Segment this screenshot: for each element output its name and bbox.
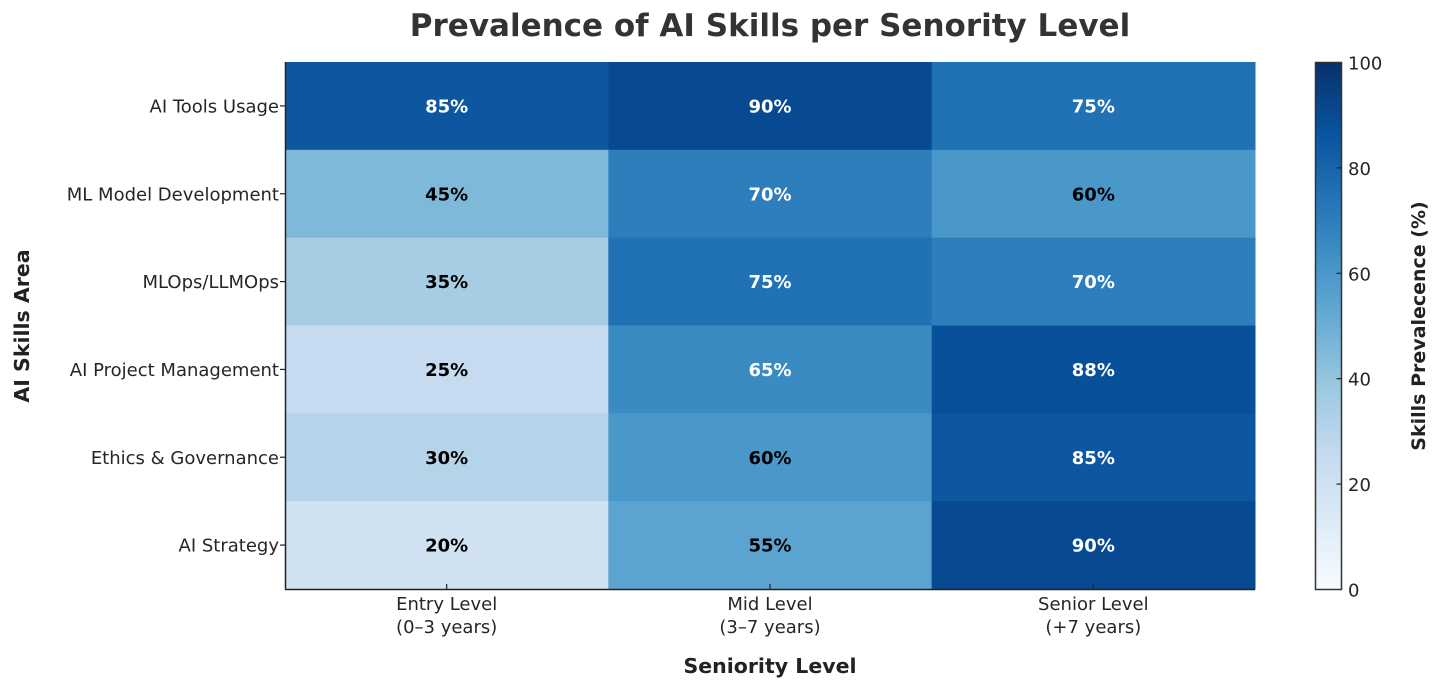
y-tick-label: MLOps/LLMOps	[142, 272, 279, 293]
cell-value-label: 85%	[425, 96, 468, 117]
colorbar: 0 20 40 60 80 100 Skills Prevalecence (%)	[1314, 54, 1430, 602]
y-tick-label: AI Tools Usage	[150, 96, 280, 117]
heatmap-cell	[285, 325, 609, 414]
cell-value-label: 20%	[425, 536, 468, 557]
cell-value-label: 60%	[1072, 184, 1115, 205]
y-axis-label: AI Skills Area	[10, 249, 34, 402]
heatmap-cell	[931, 149, 1256, 239]
colorbar-tick-label: 20	[1348, 475, 1371, 496]
heatmap-cells	[285, 62, 1256, 590]
cell-value-label: 65%	[748, 360, 791, 381]
y-tick-label: Ethics & Governance	[91, 448, 279, 469]
heatmap-cell	[608, 237, 933, 326]
cell-value-label: 30%	[425, 448, 468, 469]
cell-value-label: 70%	[748, 184, 791, 205]
heatmap-cell	[931, 237, 1256, 326]
cell-value-label: 55%	[748, 536, 791, 557]
y-tick-label: AI Project Management	[70, 360, 279, 381]
heatmap-cell	[608, 325, 933, 414]
heatmap-cell	[608, 413, 933, 502]
cell-value-label: 75%	[748, 272, 791, 293]
colorbar-label: Skills Prevalecence (%)	[1408, 201, 1430, 450]
heatmap-cell	[285, 501, 609, 590]
x-tick-sublabel: (3–7 years)	[719, 617, 820, 638]
colorbar-tick-label: 40	[1348, 370, 1371, 391]
axes-frame	[284, 62, 1255, 591]
cell-value-label: 60%	[748, 448, 791, 469]
heatmap-cell	[285, 62, 609, 151]
cell-value-label: 70%	[1072, 272, 1115, 293]
cell-value-label: 90%	[1072, 536, 1115, 557]
colorbar-tick-label: 80	[1348, 159, 1371, 180]
heatmap-cell	[931, 501, 1256, 590]
heatmap-cell	[608, 149, 933, 239]
heatmap-cell	[931, 325, 1256, 414]
heatmap-cell	[285, 237, 609, 326]
x-tick-sublabel: (+7 years)	[1045, 617, 1141, 638]
colorbar-ticks: 0 20 40 60 80 100	[1336, 54, 1382, 602]
heatmap-cell	[285, 149, 609, 239]
x-tick-label: Entry Level	[396, 594, 497, 615]
y-axis-ticks: AI Tools Usage ML Model Development MLOps/…	[67, 96, 285, 557]
x-axis-ticks: Entry Level(0–3 years) Mid Level(3–7 year…	[396, 584, 1149, 638]
colorbar-tick-label: 0	[1348, 581, 1359, 602]
cell-value-label: 85%	[1072, 448, 1115, 469]
heatmap-cell	[285, 413, 609, 502]
cell-value-label: 45%	[425, 184, 468, 205]
colorbar-gradient	[1314, 61, 1343, 591]
x-tick-label: Mid Level	[727, 594, 812, 615]
y-tick-label: AI Strategy	[179, 536, 280, 557]
y-tick-label: ML Model Development	[67, 184, 279, 205]
heatmap-cell	[931, 413, 1256, 502]
chart-title: Prevalence of AI Skills per Senority Lev…	[410, 8, 1130, 44]
cell-value-label: 90%	[748, 96, 791, 117]
x-tick-label: Senior Level	[1038, 594, 1149, 615]
heatmap-cell-labels: 85% 90% 75% 45% 70% 60% 35% 75% 70% 25% 65% 88% 30% 6…	[425, 96, 1115, 556]
x-axis-label: Seniority Level	[683, 654, 856, 678]
x-tick-sublabel: (0–3 years)	[396, 617, 497, 638]
cell-value-label: 88%	[1072, 360, 1115, 381]
cell-value-label: 75%	[1072, 96, 1115, 117]
cell-value-label: 35%	[425, 272, 468, 293]
heatmap-cell	[931, 62, 1256, 151]
heatmap-cell	[608, 501, 933, 590]
cell-value-label: 25%	[425, 360, 468, 381]
colorbar-tick-label: 100	[1348, 54, 1382, 75]
heatmap-cell	[608, 62, 933, 151]
colorbar-tick-label: 60	[1348, 264, 1371, 285]
